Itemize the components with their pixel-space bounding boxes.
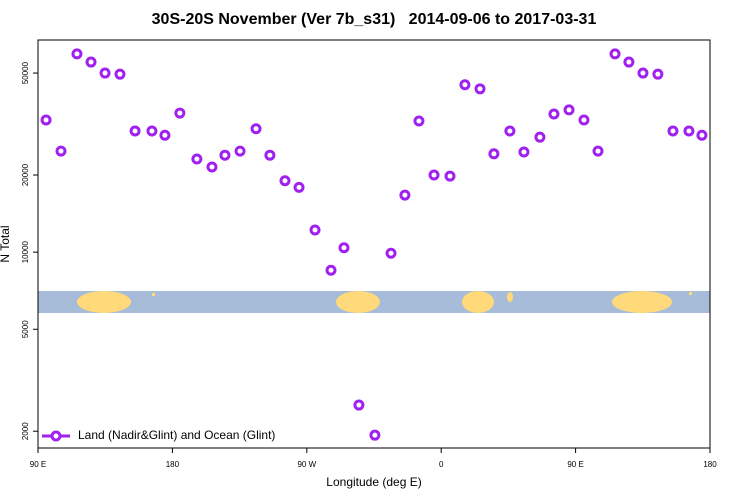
legend-label: Land (Nadir&Glint) and Ocean (Glint) [78,428,275,442]
x-tick-label: 180 [166,460,180,469]
data-point [325,264,337,276]
data-point [652,68,664,80]
data-point [504,125,516,137]
data-point [99,67,111,79]
x-tick-label: 0 [439,460,444,469]
data-point [518,146,530,158]
data-point [667,125,679,137]
data-point [114,68,126,80]
data-point [683,125,695,137]
data-point [40,114,52,126]
data-point [399,189,411,201]
data-point [369,429,381,441]
data-point [85,56,97,68]
data-point [534,131,546,143]
data-point [206,161,218,173]
data-point [219,149,231,161]
data-point [623,56,635,68]
data-point [488,148,500,160]
data-point [609,48,621,60]
data-point [71,48,83,60]
data-point [444,170,456,182]
y-tick-label: 20000 [21,163,30,186]
x-tick-label: 180 [703,460,717,469]
x-tick-label: 90 W [297,460,316,469]
data-point [413,115,425,127]
map-strip [38,291,710,313]
data-point [55,145,67,157]
chart-title: 30S-20S November (Ver 7b_s31) 2014-09-06… [152,11,597,28]
data-point [174,107,186,119]
x-tick-label: 90 E [567,460,583,469]
data-point [309,224,321,236]
data-point [353,399,365,411]
data-point [459,79,471,91]
y-axis-label: N Total [0,225,12,262]
data-point [428,169,440,181]
y-tick-label: 10000 [21,240,30,263]
data-point [338,242,350,254]
data-point [129,125,141,137]
data-point [250,123,262,135]
data-point [563,104,575,116]
data-point [578,114,590,126]
x-tick-label: 90 E [30,460,46,469]
data-point [264,149,276,161]
plot-frame [37,39,711,449]
data-point [159,129,171,141]
data-point [234,145,246,157]
data-point [637,67,649,79]
y-tick-label: 2000 [21,422,30,440]
data-point [279,175,291,187]
data-point [146,125,158,137]
data-point [293,181,305,193]
data-point [474,83,486,95]
data-point [592,145,604,157]
data-point [548,108,560,120]
legend-marker [50,430,62,442]
y-tick-label: 50000 [21,61,30,84]
y-tick-label: 5000 [21,320,30,338]
data-point [191,153,203,165]
data-point [385,247,397,259]
x-axis-label: Longitude (deg E) [326,475,421,489]
data-point [696,129,708,141]
